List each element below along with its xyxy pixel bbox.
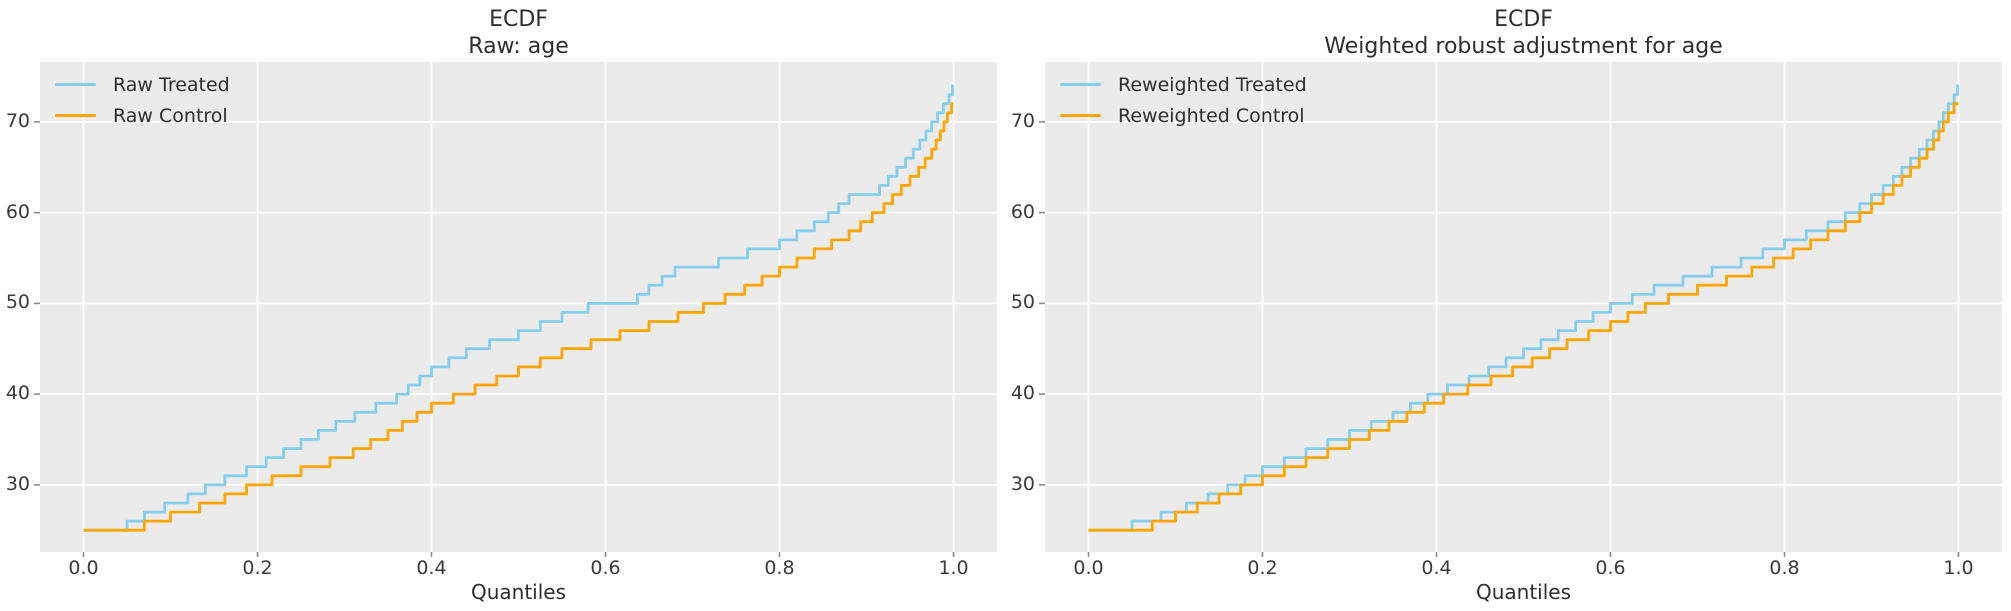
ecdf-curve-raw-control	[83, 102, 954, 532]
legend-label: Raw Treated	[113, 73, 230, 96]
legend-line-control-icon	[55, 114, 96, 117]
legend-item-raw-treated: Raw Treated	[55, 71, 230, 98]
legend-label: Raw Control	[113, 104, 228, 127]
y-tick-label: 60	[5, 200, 30, 223]
legend-item-raw-control: Raw Control	[55, 102, 230, 129]
x-tick-label: 0.4	[1421, 557, 1452, 579]
x-tick-label: 0.8	[1769, 557, 1800, 579]
y-tick-label: 30	[1010, 472, 1035, 495]
y-tick-label: 70	[1010, 109, 1035, 132]
title-line: ECDF	[1494, 7, 1553, 32]
legend-weighted: Reweighted Treated Reweighted Control	[1060, 71, 1307, 133]
x-tick-label: 0.2	[1247, 557, 1278, 579]
y-tick-label: 60	[1010, 200, 1035, 223]
x-tick-label: 0.6	[1595, 557, 1626, 579]
plot-title-weighted: ECDF Weighted robust adjustment for age	[1045, 6, 2002, 60]
x-tick-label: 0.6	[590, 557, 621, 579]
legend-item-reweighted-control: Reweighted Control	[1060, 102, 1307, 129]
ecdf-chart-weighted	[1039, 62, 2002, 557]
title-line: ECDF	[489, 7, 548, 32]
legend-line-control-icon	[1060, 114, 1101, 117]
ecdf-chart-raw	[34, 62, 997, 557]
x-tick-label: 1.0	[1943, 557, 1974, 579]
ecdf-curve-reweighted-control	[1088, 102, 1959, 532]
y-tick-label: 40	[5, 382, 30, 405]
legend-line-treated-icon	[55, 83, 96, 86]
subtitle-line: Raw: age	[468, 34, 569, 59]
y-tick-label: 50	[5, 291, 30, 314]
subtitle-line: Weighted robust adjustment for age	[1324, 34, 1723, 59]
plot-area-raw: Raw Treated Raw Control	[34, 62, 997, 557]
x-tick-label: 1.0	[938, 557, 969, 579]
x-tick-label: 0.2	[242, 557, 273, 579]
plot-title-raw: ECDF Raw: age	[40, 6, 997, 60]
x-tick-label: 0.0	[1073, 557, 1104, 579]
plot-area-weighted: Reweighted Treated Reweighted Control	[1039, 62, 2002, 557]
x-axis-label-weighted: Quantiles	[1475, 580, 1572, 604]
x-axis-label-raw: Quantiles	[470, 580, 567, 604]
ecdf-curve-reweighted-treated	[1088, 84, 1959, 532]
legend-label: Reweighted Treated	[1118, 73, 1307, 96]
x-tick-label: 0.8	[764, 557, 795, 579]
legend-line-treated-icon	[1060, 83, 1101, 86]
ecdf-curve-raw-treated	[83, 84, 954, 532]
legend-raw: Raw Treated Raw Control	[55, 71, 230, 133]
legend-label: Reweighted Control	[1118, 104, 1305, 127]
legend-item-reweighted-treated: Reweighted Treated	[1060, 71, 1307, 98]
x-tick-label: 0.4	[416, 557, 447, 579]
y-tick-label: 40	[1010, 382, 1035, 405]
x-tick-label: 0.0	[68, 557, 99, 579]
y-tick-label: 70	[5, 109, 30, 132]
y-tick-label: 50	[1010, 291, 1035, 314]
y-tick-label: 30	[5, 472, 30, 495]
